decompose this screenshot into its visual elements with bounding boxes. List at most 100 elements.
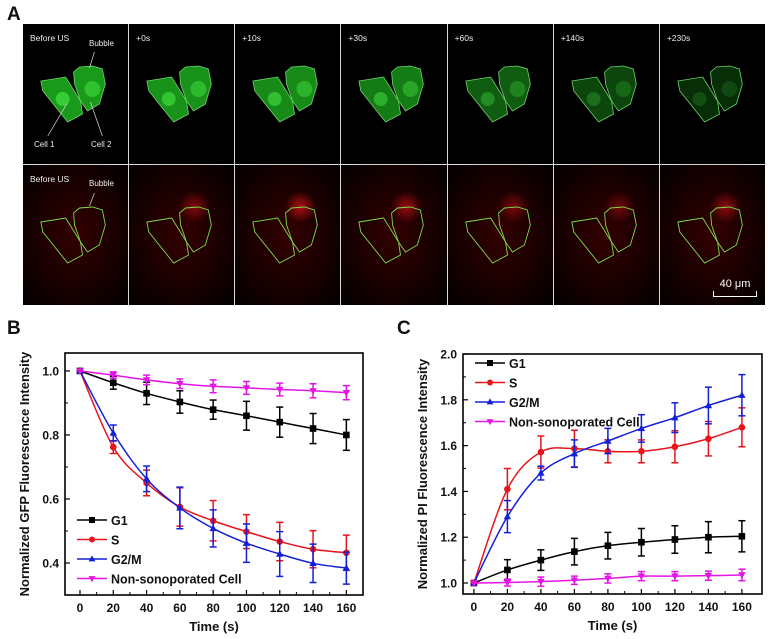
gfp-cells-image [252,65,319,123]
gfp-image-tile: +140s [553,24,659,164]
marker-triangle-down [570,577,579,585]
x-tick-label: 20 [501,600,515,614]
x-tick-label: 80 [601,600,615,614]
x-tick-label: 100 [236,601,256,615]
x-tick-label: 100 [631,600,651,614]
x-tick-label: 120 [270,601,290,615]
marker-circle [89,536,95,543]
marker-triangle-up [486,398,494,405]
marker-square [638,538,645,546]
y-axis-label: Normalized GFP Fluorescence Intensity [17,351,32,596]
marker-circle [738,423,746,431]
marker-circle [705,435,712,443]
marker-triangle-up [537,469,545,476]
legend-label: G1 [509,357,526,371]
marker-square [705,533,712,541]
marker-triangle-down [342,389,351,397]
gfp-image-tile: +30s [341,24,447,164]
gfp-cells-image [40,51,106,137]
marker-triangle-up [88,555,96,562]
marker-triangle-up [109,429,117,436]
pi-image-tile: 40 μm [659,165,765,305]
y-tick-label: 1.0 [42,364,59,378]
pi-image-tile [553,165,659,305]
pi-cells-image [659,165,765,305]
y-tick-label: 0.4 [42,556,59,570]
gfp-image-tile: +0s [129,24,235,164]
gfp-cells-image [677,65,743,123]
x-tick-label: 60 [568,600,582,614]
pi-cells-image [553,165,659,305]
chart-b-gfp: 0 20 40 60 80 100 120 140 160 0.4 0.6 0.8 1.0 Time (s… [17,351,364,634]
legend-label: Non-sonoporated Cell [509,416,640,430]
marker-triangle-up [704,401,713,409]
scale-bar: 40 μm [713,278,757,297]
marker-square [109,379,117,387]
marker-circle [487,379,493,386]
microscopy-image-grid: Before US Bubble Cell 1 Cell 2 +0s +10s +30… [23,24,765,305]
marker-square [343,431,350,439]
time-label: Before US [30,174,70,184]
marker-triangle-down [309,388,317,395]
y-tick-label: 0.8 [42,428,59,442]
marker-triangle-up [604,437,612,444]
x-tick-label: 40 [140,601,154,615]
legend-label: S [111,534,119,548]
legend: G1 S G2/M Non-sonoporated Cell [77,514,242,587]
marker-triangle-down [738,572,746,579]
bubble-arrow [89,192,95,207]
time-label: +140s [560,33,585,43]
time-label: +0s [136,33,151,43]
marker-square [504,566,511,574]
marker-square [276,418,284,426]
x-tick-label: 40 [534,600,548,614]
y-tick-label: 0.6 [42,492,59,506]
marker-triangle-down [604,575,612,583]
marker-triangle-down [209,383,217,391]
legend-label: G2/M [111,553,142,567]
marker-triangle-down [637,573,646,581]
panel-a-letter: A [7,4,21,25]
y-tick-label: 1.0 [440,577,457,591]
marker-square [604,542,612,549]
marker-triangle-down [242,385,251,392]
pi-image-tile [129,165,235,305]
marker-triangle-up [309,559,317,567]
x-tick-label: 0 [77,601,84,615]
cell-2-annotation: Cell 2 [91,140,112,149]
bubble-annotation: Bubble [89,39,114,48]
series-g2-m [470,373,746,586]
gfp-cells-image [358,65,425,123]
gfp-cells-image [146,65,212,123]
marker-circle [537,448,545,456]
legend-label: S [509,377,517,391]
x-axis-label: Time (s) [588,618,638,633]
y-tick-label: 1.6 [440,439,457,453]
marker-circle [109,443,117,451]
marker-triangle-down [470,580,478,587]
pi-image-tile: Before US Bubble [23,165,129,305]
marker-triangle-down [76,368,84,375]
y-axis-label: Normalized PI Fluorescence Intensity [415,358,430,589]
chart-c-pi: 0 20 40 60 80 100 120 140 160 1.0 1.2 1.4 1.6 1.8 2.0 T… [415,348,763,633]
pi-image-tile [235,165,341,305]
marker-square [671,536,679,543]
marker-circle [504,485,511,493]
marker-triangle-up [176,504,184,511]
gfp-image-tile: +10s [235,24,341,164]
marker-square [738,532,746,540]
x-tick-label: 140 [698,600,718,614]
pi-cells-image [23,165,129,305]
marker-square [143,390,150,397]
cell-1-annotation: Cell 1 [34,140,55,149]
marker-triangle-up [637,424,646,432]
gfp-image-tile: +230s [659,24,765,164]
marker-square [537,556,545,564]
marker-triangle-up [142,474,151,482]
y-tick-label: 1.8 [440,393,457,407]
time-label: Before US [30,33,70,43]
x-tick-label: 80 [206,601,220,615]
panel-b-letter: B [7,318,21,339]
marker-triangle-down [88,576,96,583]
marker-square [89,517,95,523]
